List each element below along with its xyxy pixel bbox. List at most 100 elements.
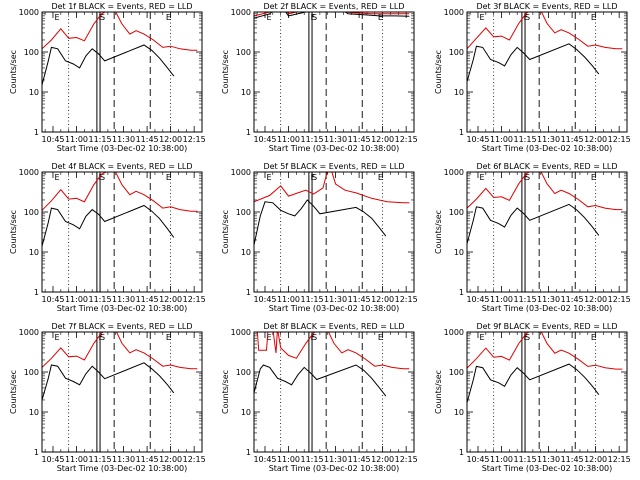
panel-7: Det 7f BLACK = Events, RED = LLD 1 10 100 10… bbox=[9, 322, 206, 473]
x-tick-label: 12:00 bbox=[584, 135, 607, 144]
y-tick-label: 10 bbox=[241, 248, 251, 257]
x-tick-label: 10:45 bbox=[466, 135, 489, 144]
x-tick-label: 11:15 bbox=[301, 295, 324, 304]
x-tick-label: 11:30 bbox=[324, 295, 347, 304]
series-events-line bbox=[42, 362, 175, 401]
x-tick-label: 12:15 bbox=[395, 455, 418, 464]
panel-2: Det 2f BLACK = Events, RED = LLD 1 10 100 10… bbox=[221, 2, 418, 153]
x-tick-label: 12:00 bbox=[371, 295, 394, 304]
x-tick-label: 11:30 bbox=[324, 135, 347, 144]
series-lld-line bbox=[467, 172, 623, 211]
panel-9: Det 9f BLACK = Events, RED = LLD 1 10 100 10… bbox=[434, 322, 631, 473]
marker-label: E bbox=[378, 333, 383, 342]
y-tick-label: 10 bbox=[241, 88, 251, 97]
x-tick-label: 11:45 bbox=[136, 295, 159, 304]
x-tick-label: 11:00 bbox=[65, 295, 88, 304]
x-tick-label: 12:15 bbox=[608, 295, 631, 304]
marker-label: F bbox=[310, 173, 315, 182]
x-tick-label: 11:45 bbox=[561, 135, 584, 144]
panel-title: Det 8f BLACK = Events, RED = LLD bbox=[263, 322, 404, 331]
marker-label: F bbox=[98, 173, 103, 182]
panel-5: Det 5f BLACK = Events, RED = LLD 1 10 100 10… bbox=[221, 162, 418, 313]
marker-label: E bbox=[267, 333, 272, 342]
x-tick-label: 11:15 bbox=[89, 295, 112, 304]
x-tick-label: 10:45 bbox=[466, 455, 489, 464]
y-tick-label: 1 bbox=[459, 448, 464, 457]
y-axis-title: Counts/sec bbox=[434, 370, 443, 414]
plot-frame bbox=[41, 331, 203, 453]
marker-label: F bbox=[523, 13, 528, 22]
series-events-line bbox=[254, 364, 387, 397]
plot-frame bbox=[253, 11, 415, 133]
x-tick-label: 12:15 bbox=[608, 455, 631, 464]
x-tick-label: 11:30 bbox=[324, 455, 347, 464]
y-tick-label: 10 bbox=[241, 408, 251, 417]
x-tick-label: 12:15 bbox=[608, 135, 631, 144]
x-axis-title: Start Time (03-Dec-02 10:38:00) bbox=[269, 304, 400, 313]
x-tick-label: 11:00 bbox=[277, 455, 300, 464]
panel-3: Det 3f BLACK = Events, RED = LLD 1 10 100 10… bbox=[434, 2, 631, 153]
panel-title: Det 6f BLACK = Events, RED = LLD bbox=[476, 162, 617, 171]
y-tick-label: 1 bbox=[34, 128, 39, 137]
x-axis-title: Start Time (03-Dec-02 10:38:00) bbox=[269, 144, 400, 153]
marker-label: S bbox=[312, 13, 317, 22]
x-tick-label: 11:15 bbox=[301, 455, 324, 464]
y-tick-label: 1 bbox=[246, 448, 251, 457]
y-tick-label: 10 bbox=[29, 88, 39, 97]
x-tick-label: 11:00 bbox=[490, 135, 513, 144]
x-tick-label: 11:15 bbox=[514, 135, 537, 144]
marker-label: S bbox=[525, 333, 530, 342]
marker-label: F bbox=[98, 333, 103, 342]
x-tick-label: 11:30 bbox=[112, 295, 135, 304]
y-tick-label: 1000 bbox=[444, 8, 464, 17]
x-tick-label: 11:00 bbox=[277, 295, 300, 304]
plot-frame bbox=[41, 171, 203, 293]
x-tick-label: 10:45 bbox=[253, 295, 276, 304]
y-tick-label: 100 bbox=[236, 48, 251, 57]
x-tick-label: 11:45 bbox=[348, 455, 371, 464]
panel-title: Det 2f BLACK = Events, RED = LLD bbox=[263, 2, 404, 11]
y-tick-label: 100 bbox=[449, 208, 464, 217]
y-tick-label: 10 bbox=[29, 248, 39, 257]
x-axis-title: Start Time (03-Dec-02 10:38:00) bbox=[482, 464, 613, 473]
x-tick-label: 11:00 bbox=[490, 295, 513, 304]
marker-label: F bbox=[98, 13, 103, 22]
marker-label: E bbox=[591, 333, 596, 342]
x-axis-title: Start Time (03-Dec-02 10:38:00) bbox=[482, 304, 613, 313]
series-lld-line bbox=[42, 332, 198, 370]
marker-label: F bbox=[310, 333, 315, 342]
x-tick-label: 11:45 bbox=[136, 455, 159, 464]
marker-label: F bbox=[523, 333, 528, 342]
plot-frame bbox=[253, 171, 415, 293]
x-tick-label: 11:30 bbox=[112, 455, 135, 464]
y-tick-label: 10 bbox=[29, 408, 39, 417]
y-tick-label: 100 bbox=[24, 48, 39, 57]
x-tick-label: 12:00 bbox=[584, 455, 607, 464]
x-tick-label: 11:30 bbox=[537, 455, 560, 464]
x-tick-label: 12:00 bbox=[159, 455, 182, 464]
x-tick-label: 10:45 bbox=[253, 135, 276, 144]
panel-1: Det 1f BLACK = Events, RED = LLD 1 10 100 10… bbox=[9, 2, 206, 153]
marker-label: E bbox=[480, 173, 485, 182]
y-tick-label: 1 bbox=[246, 128, 251, 137]
panel-title: Det 4f BLACK = Events, RED = LLD bbox=[51, 162, 192, 171]
x-tick-label: 12:00 bbox=[371, 455, 394, 464]
y-tick-label: 1 bbox=[34, 288, 39, 297]
y-axis-title: Counts/sec bbox=[434, 210, 443, 254]
marker-label: S bbox=[100, 333, 105, 342]
y-tick-label: 100 bbox=[236, 368, 251, 377]
y-tick-label: 100 bbox=[24, 208, 39, 217]
plot-frame bbox=[466, 331, 628, 453]
x-tick-label: 11:15 bbox=[514, 455, 537, 464]
x-tick-label: 11:15 bbox=[89, 455, 112, 464]
x-tick-label: 11:15 bbox=[301, 135, 324, 144]
marker-label: E bbox=[591, 13, 596, 22]
series-lld-line bbox=[42, 12, 198, 51]
x-tick-label: 12:15 bbox=[395, 295, 418, 304]
x-tick-label: 11:45 bbox=[561, 455, 584, 464]
series-lld-line bbox=[254, 172, 410, 204]
marker-label: S bbox=[100, 13, 105, 22]
y-tick-label: 1000 bbox=[19, 168, 39, 177]
x-tick-label: 12:15 bbox=[395, 135, 418, 144]
y-tick-label: 1 bbox=[34, 448, 39, 457]
